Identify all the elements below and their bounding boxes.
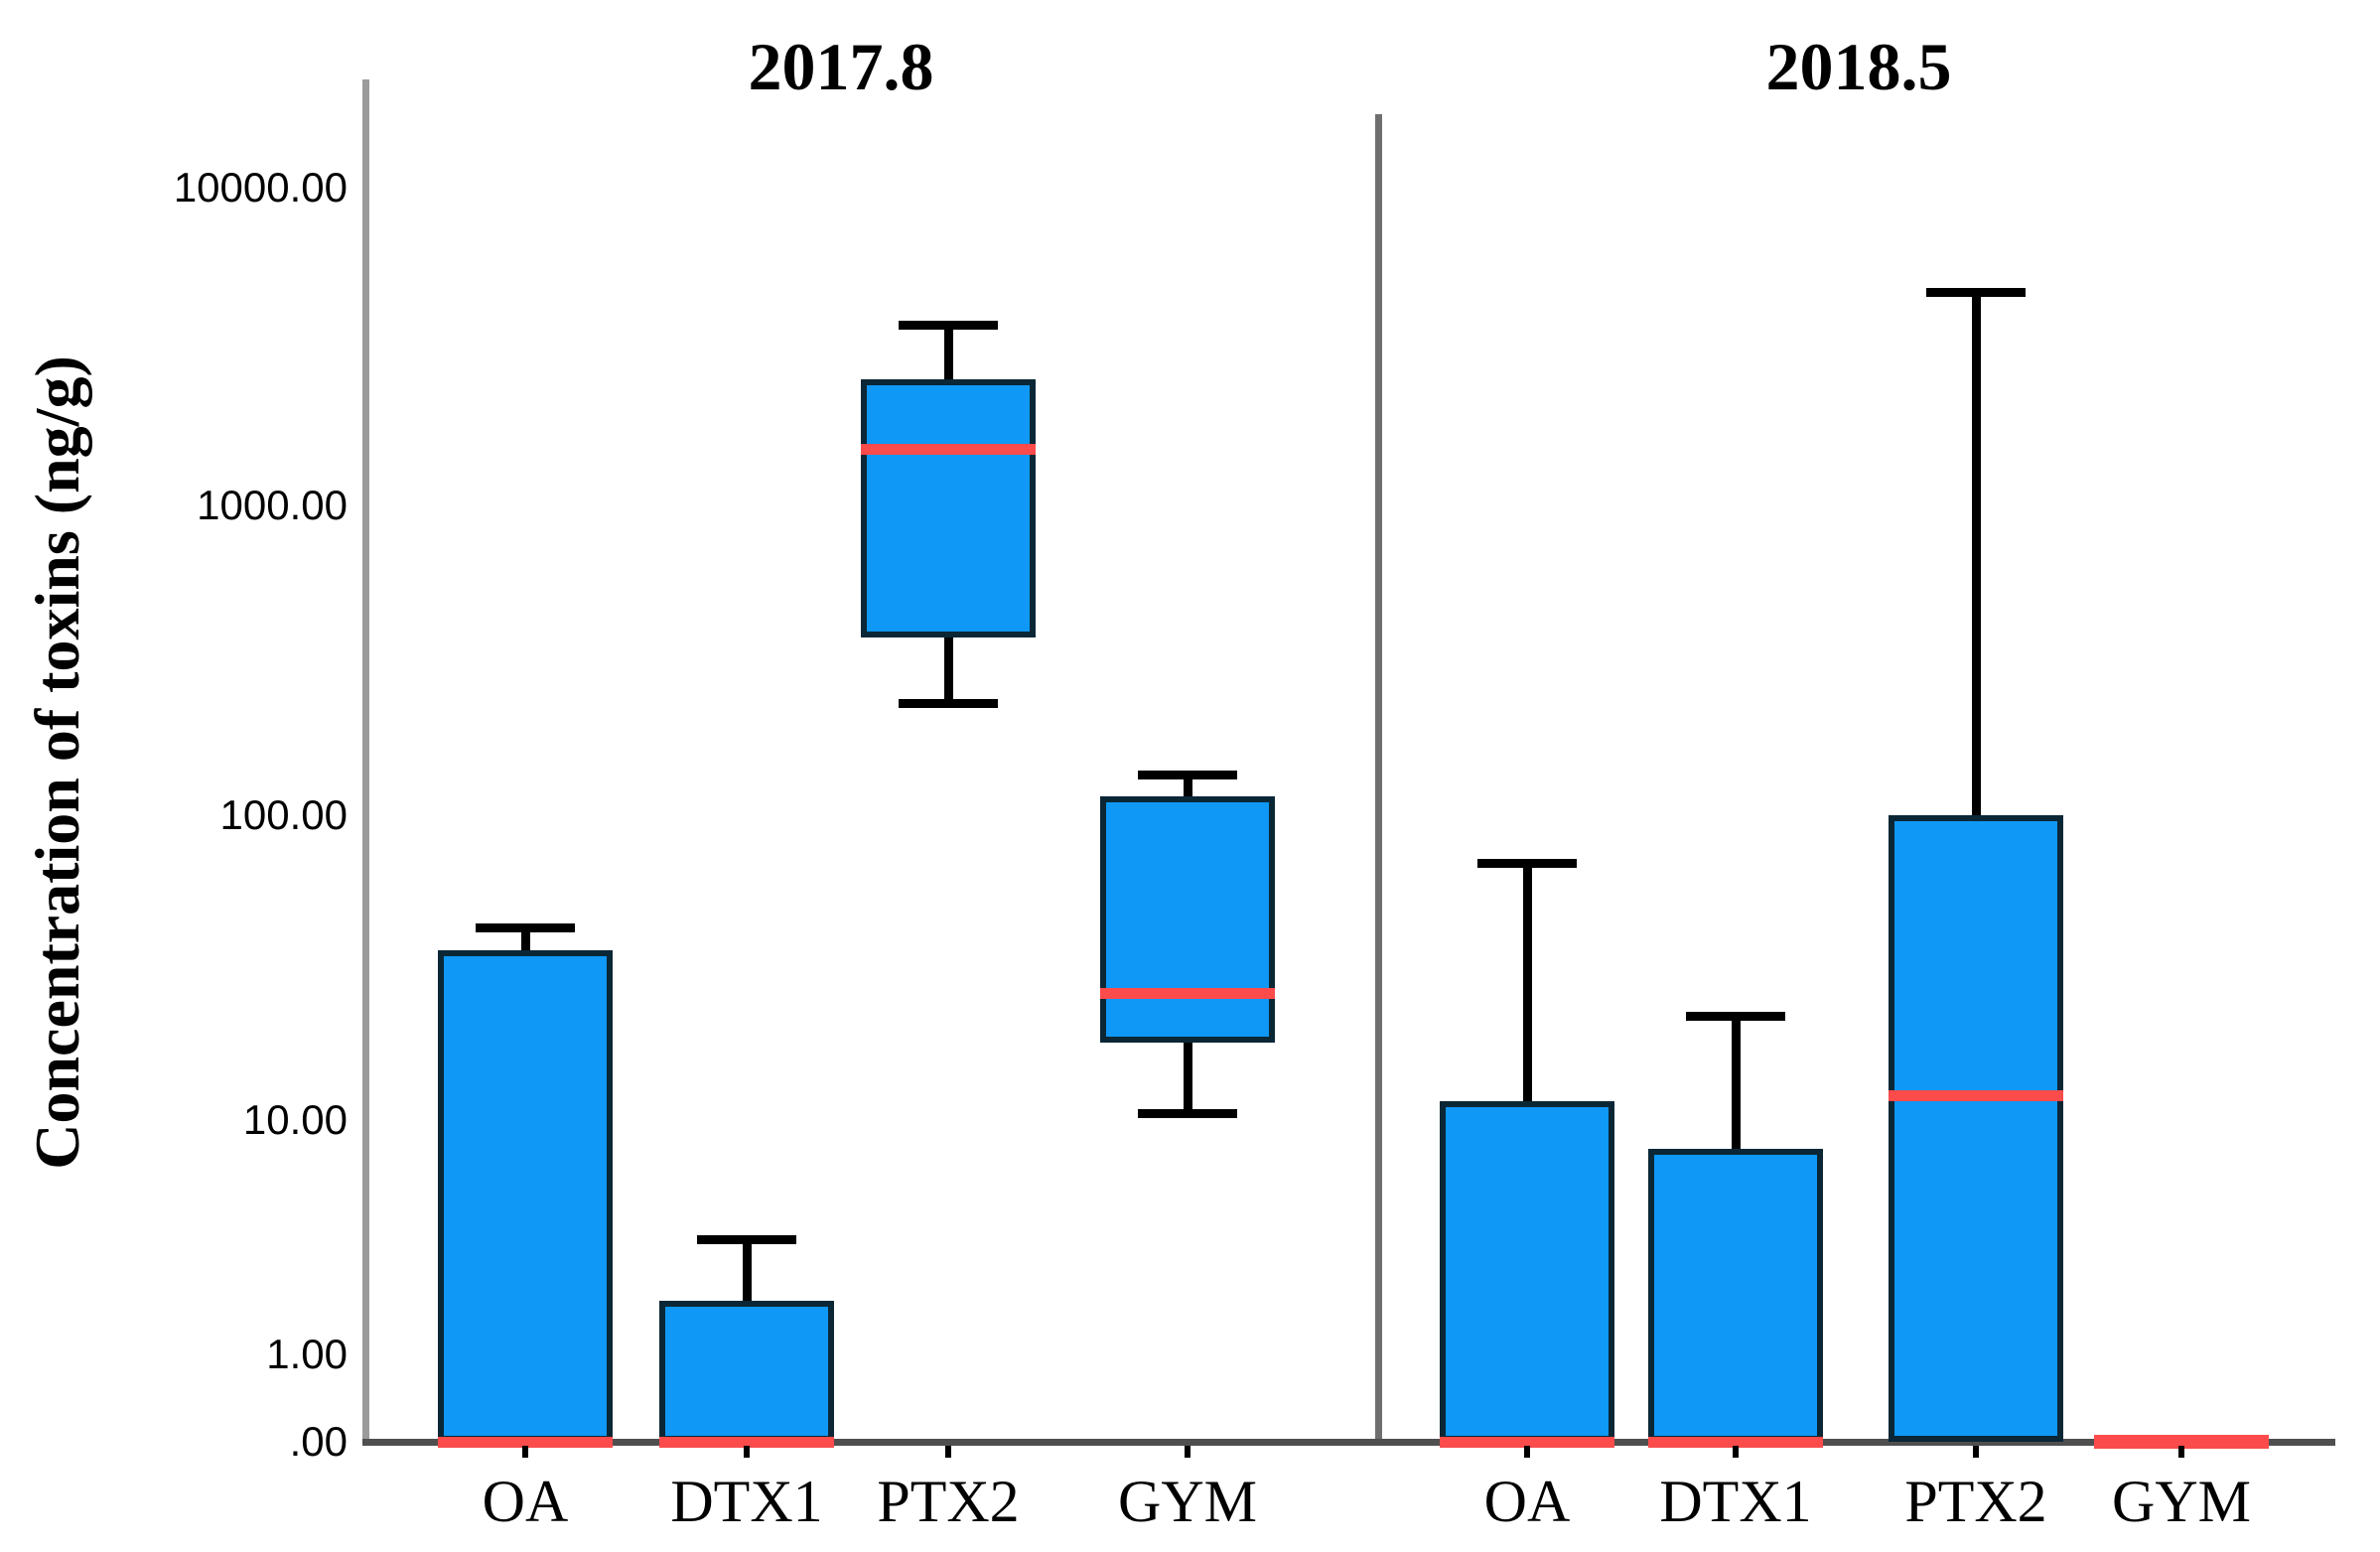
y-tick-label-100.00: 100.00 [219, 791, 348, 838]
y-tick-label-1.00: 1.00 [266, 1331, 348, 1377]
median-2017.8-PTX2 [861, 444, 1036, 456]
category-label-2018.5-GYM: GYM [2111, 1469, 2252, 1534]
panel-title-2017-8: 2017.8 [748, 29, 934, 104]
whisker-upper-stem-2018.5-PTX2 [1971, 291, 1981, 815]
category-tick-2017.8-DTX1 [744, 1446, 750, 1458]
whisker-upper-stem-2017.8-PTX2 [943, 325, 953, 379]
whisker-upper-cap-2017.8-OA [476, 922, 575, 932]
whisker-lower-cap-2017.8-PTX2 [899, 699, 998, 709]
category-label-2017.8-PTX2: PTX2 [877, 1469, 1020, 1534]
whisker-upper-cap-2018.5-OA [1477, 858, 1577, 868]
category-tick-2017.8-OA [522, 1446, 528, 1458]
category-tick-2017.8-PTX2 [945, 1446, 951, 1458]
box-2017.8-OA [438, 950, 613, 1442]
y-tick-label-.00: .00 [289, 1418, 348, 1465]
box-2017.8-GYM [1100, 796, 1275, 1043]
whisker-upper-cap-2017.8-DTX1 [697, 1235, 796, 1245]
category-tick-2018.5-OA [1524, 1446, 1530, 1458]
box-2018.5-DTX1 [1648, 1149, 1823, 1442]
box-2018.5-PTX2 [1889, 815, 2063, 1442]
whisker-upper-cap-2017.8-GYM [1138, 771, 1237, 780]
median-2018.5-OA [1440, 1436, 1614, 1448]
category-tick-2018.5-DTX1 [1733, 1446, 1739, 1458]
median-2017.8-DTX1 [659, 1436, 834, 1448]
whisker-upper-stem-2017.8-GYM [1183, 775, 1192, 797]
whisker-upper-cap-2018.5-DTX1 [1686, 1011, 1785, 1021]
whisker-upper-stem-2017.8-OA [520, 926, 530, 951]
box-2017.8-PTX2 [861, 378, 1036, 637]
panel-divider-line [1375, 114, 1382, 1445]
category-label-2018.5-OA: OA [1483, 1469, 1571, 1534]
category-label-2017.8-DTX1: DTX1 [670, 1469, 823, 1534]
y-tick-label-1000.00: 1000.00 [197, 482, 348, 528]
whisker-upper-cap-2018.5-PTX2 [1926, 287, 2026, 297]
box-2017.8-DTX1 [659, 1300, 834, 1442]
x-axis-line [362, 1439, 2335, 1446]
category-tick-2017.8-GYM [1185, 1446, 1190, 1458]
whisker-upper-cap-2017.8-PTX2 [899, 321, 998, 331]
category-label-2017.8-GYM: GYM [1117, 1469, 1258, 1534]
category-tick-2018.5-PTX2 [1973, 1446, 1979, 1458]
whisker-lower-cap-2017.8-GYM [1138, 1109, 1237, 1119]
y-tick-label-10000.00: 10000.00 [173, 164, 348, 211]
category-tick-2018.5-GYM [2178, 1446, 2184, 1458]
category-label-2017.8-OA: OA [482, 1469, 569, 1534]
category-label-2018.5-DTX1: DTX1 [1659, 1469, 1812, 1534]
whisker-upper-stem-2018.5-DTX1 [1731, 1015, 1741, 1150]
median-2018.5-GYM [2094, 1435, 2269, 1449]
box-2018.5-OA [1440, 1101, 1614, 1442]
median-2018.5-DTX1 [1648, 1436, 1823, 1448]
whisker-upper-stem-2017.8-DTX1 [742, 1239, 752, 1301]
category-label-2018.5-PTX2: PTX2 [1904, 1469, 2047, 1534]
median-2017.8-OA [438, 1436, 613, 1448]
y-tick-label-10.00: 10.00 [242, 1096, 348, 1143]
y-axis-line [362, 79, 369, 1445]
whisker-upper-stem-2018.5-OA [1522, 862, 1532, 1102]
whisker-lower-stem-2017.8-GYM [1183, 1042, 1192, 1114]
median-2017.8-GYM [1100, 988, 1275, 1000]
y-axis-title: Concentration of toxins (ng/g) [22, 355, 92, 1170]
median-2018.5-PTX2 [1889, 1090, 2063, 1102]
panel-title-2018-5: 2018.5 [1765, 29, 1952, 104]
whisker-lower-stem-2017.8-PTX2 [943, 636, 953, 704]
